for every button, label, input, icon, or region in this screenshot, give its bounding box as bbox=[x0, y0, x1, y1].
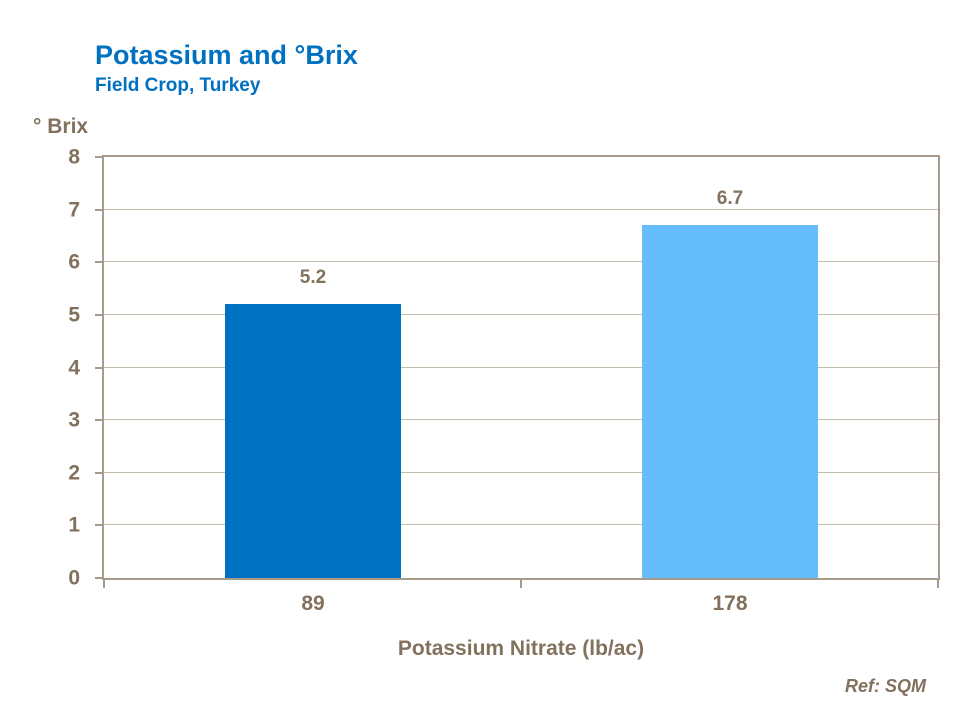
chart-subtitle: Field Crop, Turkey bbox=[95, 75, 261, 96]
gridline bbox=[104, 261, 938, 263]
x-axis-tick bbox=[520, 580, 522, 588]
gridline bbox=[104, 524, 938, 526]
bar bbox=[225, 304, 401, 578]
chart-title: Potassium and °Brix bbox=[95, 40, 358, 70]
y-axis-tick bbox=[95, 577, 103, 579]
y-tick-label: 4 bbox=[68, 356, 80, 379]
bar-value-label: 5.2 bbox=[299, 267, 327, 288]
gridline bbox=[104, 313, 938, 315]
plot-area: 0 1 2 3 4 5 6 7 8 5.2 89 6.7 178 bbox=[68, 147, 940, 614]
bar-value-label: 6.7 bbox=[716, 188, 744, 209]
x-axis-tick bbox=[103, 580, 105, 588]
y-tick-label: 1 bbox=[68, 513, 80, 537]
y-axis-tick bbox=[95, 261, 103, 264]
y-axis-unit-label: ° Brix bbox=[33, 115, 89, 138]
gridline bbox=[104, 366, 938, 368]
y-tick-label: 7 bbox=[68, 198, 80, 222]
y-tick-label: 2 bbox=[68, 461, 80, 485]
y-axis-tick bbox=[95, 366, 103, 369]
gridline bbox=[104, 419, 938, 421]
y-tick-label: 5 bbox=[68, 303, 80, 327]
y-axis-tick bbox=[95, 208, 103, 211]
bar bbox=[642, 225, 818, 578]
y-axis-tick bbox=[95, 313, 103, 316]
y-tick-label: 6 bbox=[68, 250, 80, 274]
y-tick-label: 0 bbox=[68, 566, 80, 590]
y-axis-tick bbox=[95, 419, 103, 422]
x-tick-label: 178 bbox=[712, 592, 748, 615]
x-axis-tick bbox=[937, 580, 939, 588]
y-axis-tick bbox=[95, 471, 103, 474]
y-axis-tick bbox=[95, 524, 103, 527]
gridline bbox=[104, 208, 938, 210]
x-axis-title: Potassium Nitrate (lb/ac) bbox=[397, 637, 645, 660]
y-tick-label: 3 bbox=[68, 408, 80, 432]
y-axis-tick bbox=[95, 156, 103, 158]
x-tick-label: 89 bbox=[301, 592, 325, 615]
reference-note: Ref: SQM bbox=[845, 676, 926, 696]
gridline bbox=[104, 471, 938, 473]
y-tick-label: 8 bbox=[68, 145, 80, 169]
